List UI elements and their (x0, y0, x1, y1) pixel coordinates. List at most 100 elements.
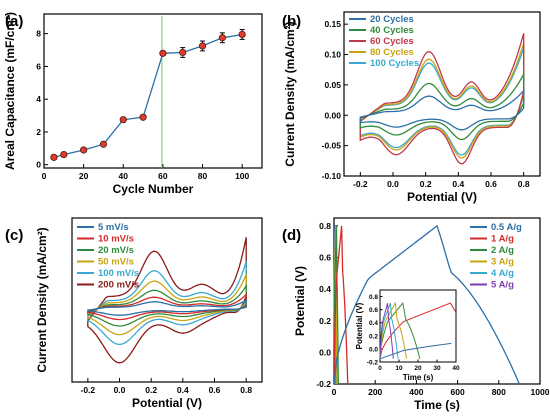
series-line (87, 298, 247, 316)
inset-series-line (379, 302, 399, 359)
data-point (60, 150, 68, 159)
x-tick-label: 0.4 (177, 385, 189, 395)
panel-c: (c) -0.2 0.0 0.2 0.4 0.6 0.8 Potential (V) Curre… (5, 217, 263, 410)
y-axis-title: Areal Capacitance (mF/cm²) (3, 12, 17, 170)
data-point (99, 140, 108, 148)
data-point (119, 116, 127, 124)
legend-label: 100 mV/s (98, 268, 139, 279)
inset-x-tick-label: 30 (433, 365, 441, 372)
y-tick-label: 8 (36, 29, 41, 39)
legend-label: 20 Cycles (370, 14, 414, 25)
legend-label: 80 Cycles (370, 47, 414, 58)
x-tick-label: 0.6 (485, 179, 497, 189)
x-tick-label: 200 (368, 387, 382, 397)
x-tick-label: 800 (492, 387, 506, 397)
legend-label: 1 A/g (491, 234, 514, 245)
legend-label: 2 A/g (491, 245, 514, 256)
data-point (198, 42, 207, 50)
legend-label: 60 Cycles (370, 36, 414, 47)
y-tick-label: 0.10 (324, 50, 341, 60)
legend-label: 100 Cycles (370, 58, 419, 69)
inset-y-tick-label: 0.4 (369, 320, 378, 327)
legend-label: 4 A/g (491, 268, 514, 279)
inset-x-axis-title: Time (s) (403, 373, 434, 382)
data-point (218, 34, 226, 42)
inset-y-tick-label: -0.2 (367, 360, 379, 367)
x-tick-label: 0.2 (420, 179, 432, 189)
inset-y-tick-label: 0.2 (369, 333, 378, 340)
y-tick-label: 0.15 (324, 19, 341, 29)
legend-label: 50 mV/s (98, 257, 134, 268)
x-tick-label: 600 (451, 387, 465, 397)
y-tick-label: 0.00 (324, 110, 341, 120)
series-line (333, 224, 520, 385)
inset-series-line (379, 302, 394, 359)
x-tick-label: 400 (409, 387, 423, 397)
x-axis-title: Cycle Number (113, 182, 194, 196)
panel-label: (c) (5, 227, 23, 244)
x-tick-label: 0.8 (518, 179, 530, 189)
y-tick-label: 2 (36, 127, 41, 137)
x-tick-label: 0.0 (387, 179, 399, 189)
plot-area-frame (43, 13, 263, 169)
x-tick-label: 0 (42, 171, 47, 181)
x-tick-label: 60 (158, 171, 168, 181)
inset-x-tick-label: 40 (452, 365, 460, 372)
x-tick-label: 20 (79, 171, 89, 181)
panel-d: (d)0 200 400 600 800 1000-0.20.00.20.40.60.8T… (282, 217, 550, 412)
x-axis-title: Time (s) (414, 398, 460, 412)
panel-label: (a) (5, 13, 23, 30)
x-tick-label: 0.0 (114, 385, 126, 395)
x-tick-label: -0.2 (81, 385, 96, 395)
y-tick-label: -0.05 (322, 141, 342, 151)
inset-x-tick-label: 20 (414, 365, 422, 372)
inset-series-line (379, 301, 421, 359)
inset-y-tick-label: 0.6 (369, 307, 378, 314)
inset-chart: 0 10 20 30 40 -0.2 0.0 0.2 0.4 0.6 0.8 Time (s) Pote… (355, 289, 460, 382)
inset-y-tick-label: 0.0 (369, 346, 378, 353)
panel-a: (a) 0 20 40 60 80 100 0 2 4 6 8 Cycle Number Areal Ca… (3, 12, 263, 196)
legend-label: 5 mV/s (98, 222, 129, 233)
panel-b: (b) -0.2 0.0 0.2 0.4 0.6 0.8 -0.10 -0.05 0.00 0.05… (282, 11, 541, 204)
inset-series-line (379, 301, 408, 359)
inset-x-tick-label: 0 (378, 365, 382, 372)
data-point (238, 30, 246, 39)
y-tick-label: -0.2 (316, 379, 331, 389)
data-point (139, 113, 147, 121)
y-tick-label: 0.4 (319, 284, 331, 294)
y-tick-label: -0.10 (322, 171, 342, 181)
x-axis-title: Potential (V) (407, 190, 477, 204)
y-tick-label: 0.05 (324, 80, 341, 90)
inset-x-tick-label: 10 (395, 365, 403, 372)
legend-label: 20 mV/s (98, 245, 134, 256)
x-tick-label: 40 (119, 171, 129, 181)
x-tick-label: 0.8 (240, 385, 252, 395)
legend-label: 5 A/g (491, 280, 514, 291)
plot-area-frame (343, 11, 541, 177)
legend-label: 10 mV/s (98, 234, 134, 245)
data-point (179, 48, 187, 57)
x-tick-label: 0 (332, 387, 337, 397)
panel-label: (d) (282, 227, 301, 244)
y-tick-label: 0.2 (319, 316, 331, 326)
x-tick-label: 0.2 (145, 385, 157, 395)
y-tick-label: 0.8 (319, 221, 331, 231)
x-tick-label: 80 (198, 171, 208, 181)
x-tick-label: 1000 (531, 387, 550, 397)
panel-label: (b) (282, 13, 301, 30)
legend-label: 200 mV/s (98, 280, 139, 291)
x-tick-label: 100 (235, 171, 249, 181)
legend-label: 0.5 A/g (491, 222, 522, 233)
inset-series-line (379, 302, 457, 359)
x-tick-label: -0.2 (353, 179, 368, 189)
data-point (80, 146, 88, 154)
y-axis-title: Current Density (mA/cm²) (283, 21, 297, 166)
inset-y-tick-label: 0.8 (369, 294, 378, 301)
y-tick-label: 0.0 (319, 347, 331, 357)
x-axis-title: Potential (V) (132, 396, 202, 410)
plot-area-frame (71, 217, 263, 383)
inset-series-line (379, 342, 452, 360)
legend-label: 3 A/g (491, 257, 514, 268)
y-tick-label: 0 (36, 160, 41, 170)
